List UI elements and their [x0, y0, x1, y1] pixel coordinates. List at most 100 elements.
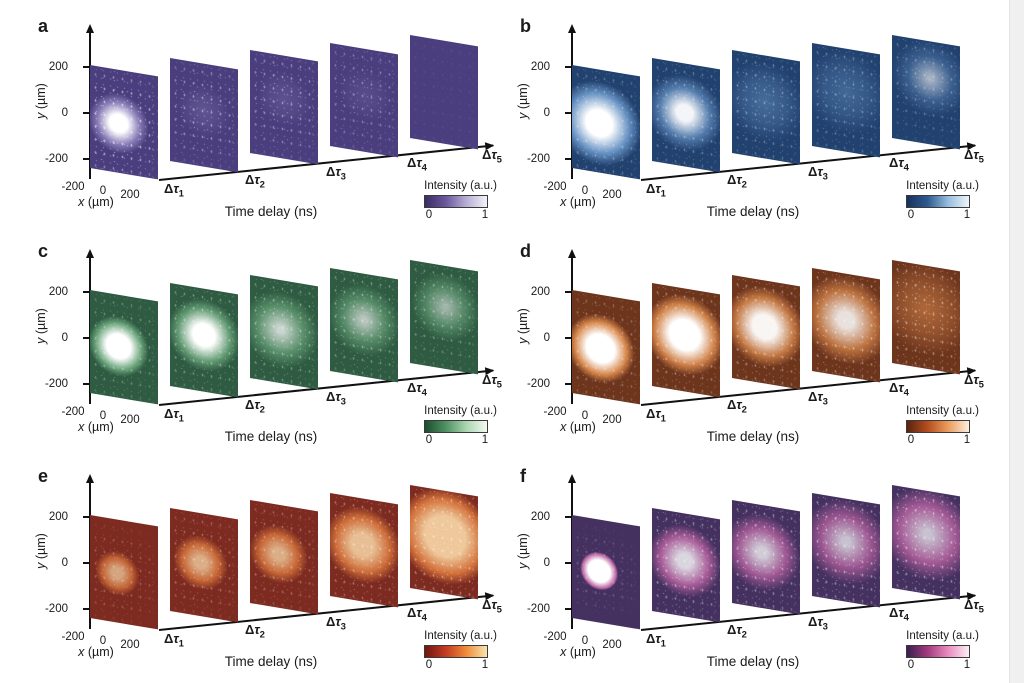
speckle-noise: [572, 515, 640, 630]
speckle-noise: [90, 65, 158, 180]
speckle-noise: [812, 492, 880, 607]
delay-label: Δτ2: [245, 622, 265, 641]
y-tick-label: -200: [44, 603, 68, 615]
y-axis: [571, 483, 573, 629]
delay-label: Δτ4: [889, 155, 909, 174]
speckle-noise: [330, 492, 398, 607]
delay-label: Δτ1: [646, 181, 666, 200]
y-tick-label: 200: [530, 286, 550, 298]
x-tick-label: 0: [99, 635, 107, 647]
delay-label: Δτ2: [727, 172, 747, 191]
y-axis-arrow-icon: [85, 249, 94, 258]
delay-label: Δτ4: [407, 605, 427, 624]
panel-d-slice-5: [892, 260, 960, 375]
y-tick-label: 0: [61, 557, 68, 569]
x-tick-label: -200: [543, 631, 567, 643]
y-axis-arrow-icon: [567, 249, 576, 258]
panel-d-slice-1: [572, 290, 640, 405]
x-axis-label: x (µm): [560, 195, 596, 209]
delay-label: Δτ5: [482, 597, 502, 616]
colorbar-min-label: 0: [425, 434, 433, 446]
x-tick-label: -200: [61, 631, 85, 643]
x-tick-label: 0: [581, 635, 589, 647]
colorbar-max-label: 1: [963, 209, 971, 221]
y-axis: [89, 483, 91, 629]
delay-label: Δτ5: [964, 372, 984, 391]
speckle-noise: [732, 275, 800, 390]
delay-label: Δτ2: [245, 397, 265, 416]
x-tick-label: 200: [602, 189, 622, 201]
panel-f-slice-4: [812, 492, 880, 607]
speckle-noise: [732, 500, 800, 615]
panel-c-slice-2: [170, 282, 238, 397]
x-tick-label: 200: [120, 639, 140, 651]
panel-b-slice-4: [812, 42, 880, 157]
speckle-noise: [90, 515, 158, 630]
panel-e-slice-3: [250, 500, 318, 615]
y-tick: [83, 337, 89, 339]
colorbar-title: Intensity (a.u.): [906, 180, 979, 192]
y-tick: [565, 516, 571, 518]
y-axis: [89, 33, 91, 179]
colorbar: [906, 420, 970, 433]
x-tick-label: -200: [61, 181, 85, 193]
panel-a-slice-3: [250, 50, 318, 165]
y-axis-arrow-icon: [85, 474, 94, 483]
y-tick: [565, 383, 571, 385]
y-tick: [83, 112, 89, 114]
delay-label: Δτ2: [727, 397, 747, 416]
delay-label: Δτ1: [164, 406, 184, 425]
panel-c-slice-1: [90, 290, 158, 405]
panel-c: c y (µm) 200 0 -200 Δτ1 Δτ2 Δτ3 Δτ4 Δτ5 …: [30, 233, 522, 458]
x-tick-label: 0: [99, 185, 107, 197]
colorbar: [424, 195, 488, 208]
panel-letter: d: [520, 241, 531, 261]
x-tick-label: -200: [543, 181, 567, 193]
y-tick-label: -200: [526, 603, 550, 615]
speckle-noise: [90, 290, 158, 405]
speckle-noise: [812, 267, 880, 382]
delay-label: Δτ4: [889, 605, 909, 624]
y-tick-label: 200: [48, 61, 68, 73]
delay-label: Δτ4: [407, 155, 427, 174]
speckle-noise: [572, 290, 640, 405]
y-tick-label: 0: [61, 107, 68, 119]
page-edge-strip: [1009, 0, 1024, 683]
y-tick-label: 200: [530, 511, 550, 523]
y-tick-label: -200: [526, 153, 550, 165]
panel-b-slice-3: [732, 50, 800, 165]
x-axis-label: x (µm): [78, 195, 114, 209]
speckle-noise: [170, 57, 238, 172]
y-tick-label: -200: [44, 153, 68, 165]
speckle-noise: [812, 42, 880, 157]
speckle-noise: [330, 267, 398, 382]
y-tick: [565, 608, 571, 610]
panel-f-slice-2: [652, 507, 720, 622]
colorbar-min-label: 0: [907, 659, 915, 671]
panel-b-slice-5: [892, 35, 960, 150]
x-axis-label: x (µm): [78, 420, 114, 434]
time-axis-title: Time delay (ns): [224, 654, 318, 669]
colorbar-title: Intensity (a.u.): [424, 630, 497, 642]
delay-label: Δτ2: [727, 622, 747, 641]
colorbar-min-label: 0: [425, 209, 433, 221]
x-axis-label: x (µm): [560, 645, 596, 659]
y-axis-arrow-icon: [85, 24, 94, 33]
delay-label: Δτ5: [482, 372, 502, 391]
panel-d-slice-3: [732, 275, 800, 390]
y-tick-label: 0: [543, 557, 550, 569]
delay-label: Δτ3: [808, 614, 828, 633]
delay-label: Δτ1: [164, 181, 184, 200]
delay-label: Δτ5: [964, 147, 984, 166]
x-tick-label: 0: [581, 185, 589, 197]
speckle-noise: [170, 507, 238, 622]
x-tick-label: 0: [581, 410, 589, 422]
x-axis-label: x (µm): [78, 645, 114, 659]
y-tick-label: 200: [530, 61, 550, 73]
colorbar-title: Intensity (a.u.): [906, 405, 979, 417]
delay-label: Δτ3: [326, 164, 346, 183]
panel-b: b y (µm) 200 0 -200 Δτ1 Δτ2 Δτ3 Δτ4 Δτ5 …: [512, 8, 1004, 233]
x-tick-label: -200: [543, 406, 567, 418]
x-tick-label: 200: [602, 639, 622, 651]
x-tick-label: -200: [61, 406, 85, 418]
